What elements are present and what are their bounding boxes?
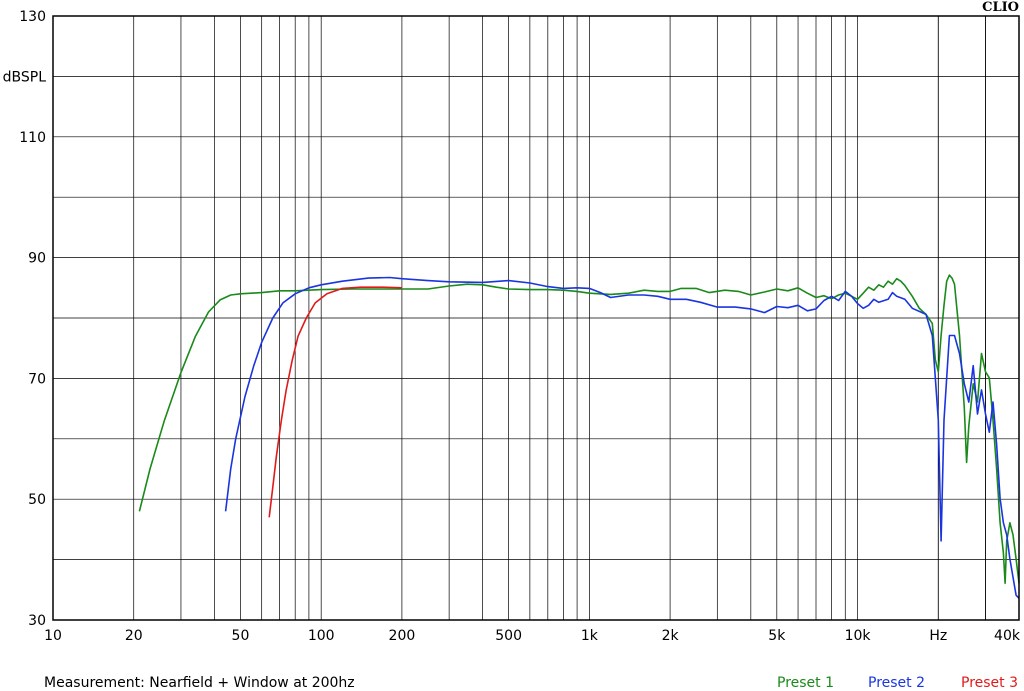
y-tick-label: 50 — [28, 492, 46, 508]
y-tick-label: 130 — [19, 9, 46, 25]
x-tick-label: 20 — [125, 628, 143, 644]
x-tick-label: 10 — [44, 628, 62, 644]
x-tick-label: 10k — [845, 628, 872, 644]
x-tick-label: 50 — [232, 628, 250, 644]
x-tick-label: Hz — [929, 628, 947, 644]
y-tick-label: 110 — [19, 130, 46, 146]
y-tick-label: 70 — [28, 371, 46, 387]
plot-frame — [52, 15, 1020, 621]
y-tick-label: 90 — [28, 251, 46, 267]
x-tick-label: 5k — [768, 628, 786, 644]
legend-entry-preset-3: Preset 3 — [961, 675, 1018, 691]
x-tick-label: 200 — [389, 628, 416, 644]
grid — [53, 16, 1019, 620]
legend-entry-preset-2: Preset 2 — [868, 675, 925, 691]
x-tick-label: 500 — [495, 628, 522, 644]
x-tick-label: 100 — [308, 628, 335, 644]
x-tick-label: 40k — [994, 628, 1021, 644]
y-tick-label: 30 — [28, 613, 46, 629]
brand-label: CLIO — [982, 0, 1019, 15]
x-tick-label: 2k — [662, 628, 680, 644]
series-lines — [138, 274, 1020, 599]
series-line-preset-3 — [268, 286, 402, 518]
legend: Preset 1 Preset 2 Preset 3 — [777, 675, 1018, 691]
y-axis-label: dBSPL — [3, 69, 47, 85]
series-line-preset-1 — [138, 274, 1020, 584]
x-tick-label: 1k — [581, 628, 599, 644]
measurement-caption: Measurement: Nearfield + Window at 200hz — [44, 675, 355, 691]
legend-entry-preset-1: Preset 1 — [777, 675, 834, 691]
y-tick-labels: 130 dBSPL 110 90 70 50 30 — [3, 9, 47, 629]
x-tick-labels: 10 20 50 100 200 500 1k 2k 5k 10k Hz 40k — [44, 628, 1021, 644]
series-line-preset-2 — [224, 276, 1020, 599]
